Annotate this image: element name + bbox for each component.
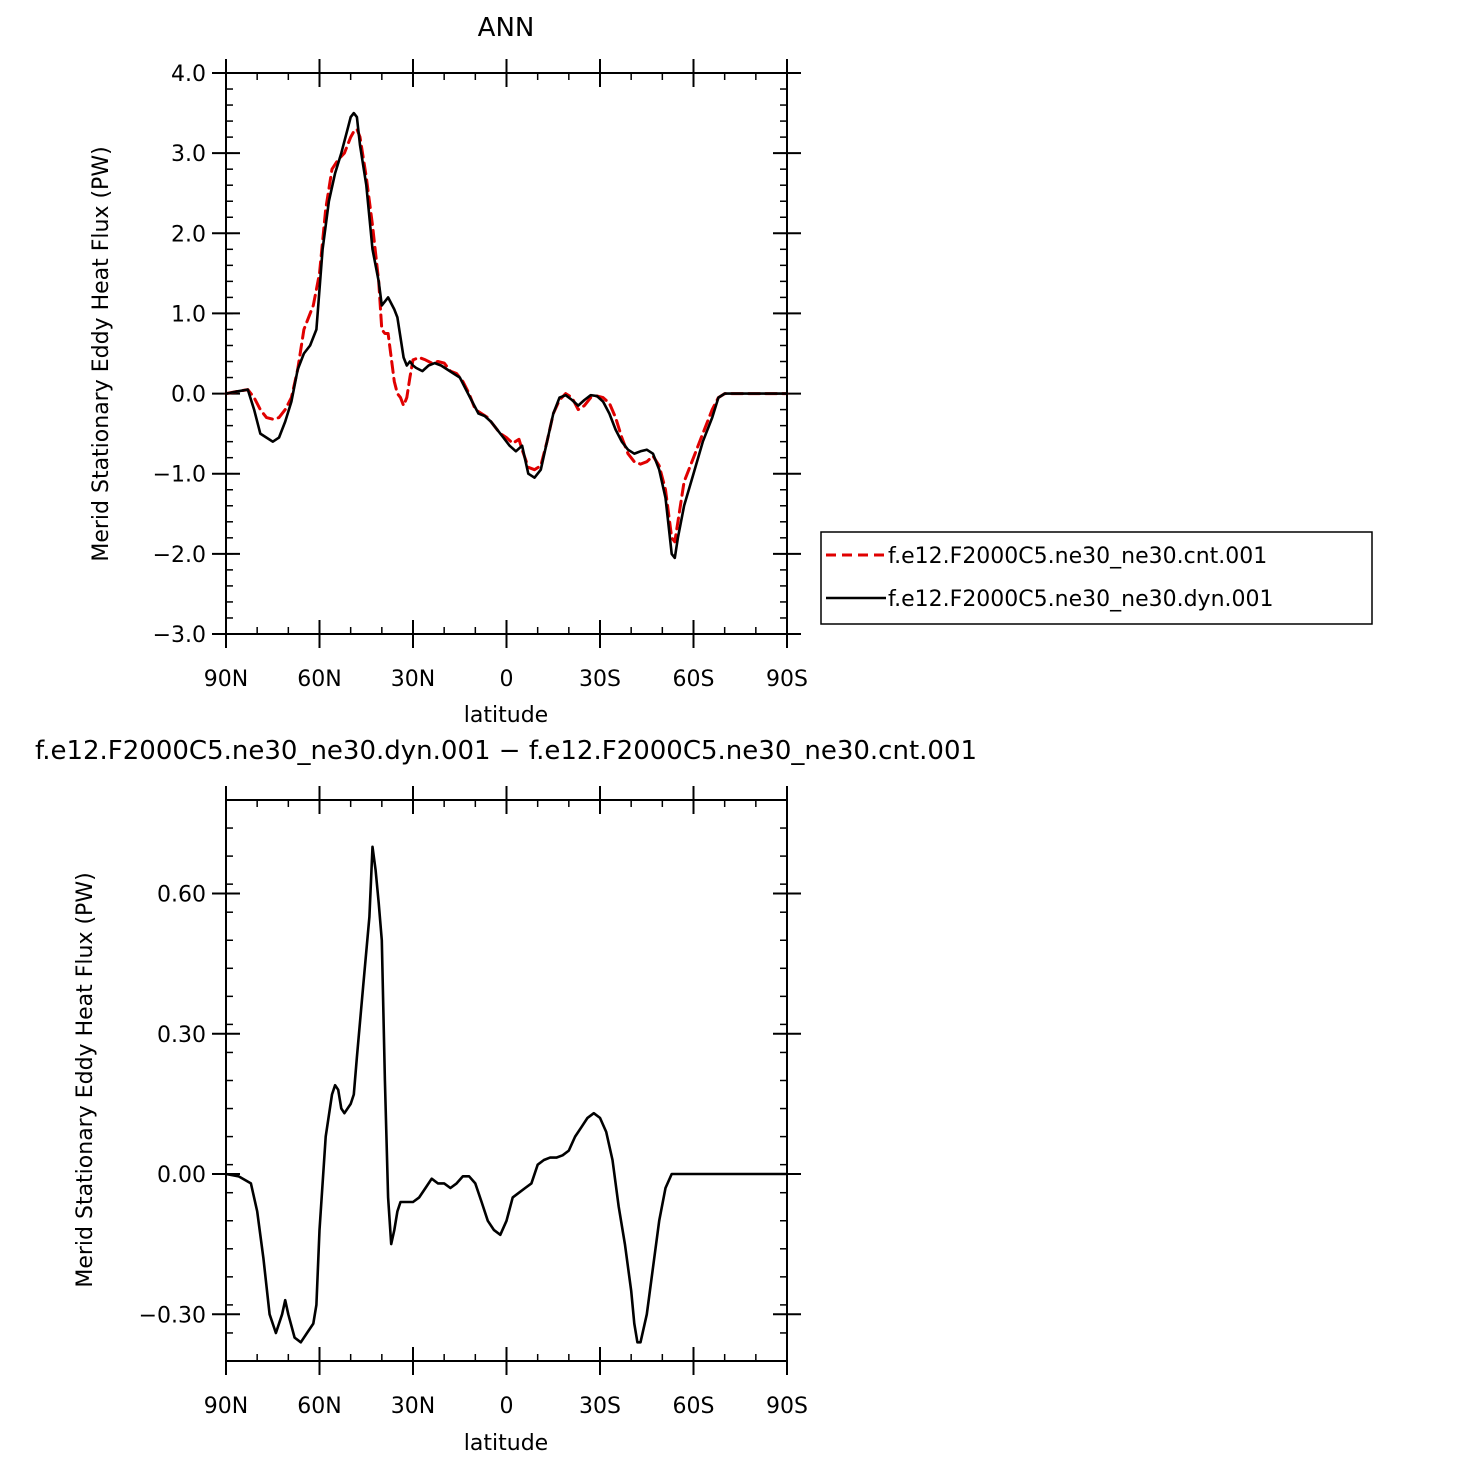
- bottom-y-axis-label: Merid Stationary Eddy Heat Flux (PW): [73, 872, 98, 1287]
- bottom-y-tick-label: 0.60: [157, 883, 206, 908]
- bottom-x-tick-label: 90N: [204, 1394, 248, 1419]
- top-y-tick-label: 2.0: [171, 222, 206, 247]
- legend-label-cnt: f.e12.F2000C5.ne30_ne30.cnt.001: [888, 544, 1267, 569]
- top-x-tick-label: 60S: [673, 667, 715, 692]
- bottom-axes: 90N 60N 30N 0 30S 60S 90S −0.30 0.00 0.30 0.60: [139, 786, 808, 1419]
- legend-label-dyn: f.e12.F2000C5.ne30_ne30.dyn.001: [888, 587, 1274, 612]
- bottom-x-tick-label: 0: [500, 1394, 514, 1419]
- top-y-tick-label: −1.0: [153, 463, 206, 488]
- bottom-chart-title: f.e12.F2000C5.ne30_ne30.dyn.001 − f.e12.…: [35, 736, 977, 766]
- top-series-line-1: [224, 111, 789, 560]
- top-y-tick-label: 3.0: [171, 142, 206, 167]
- bottom-x-tick-label: 60N: [297, 1394, 341, 1419]
- top-y-axis-label: Merid Stationary Eddy Heat Flux (PW): [89, 146, 114, 561]
- bottom-plot-frame: [225, 799, 788, 1362]
- bottom-series-line-0: [224, 845, 789, 1344]
- legend: f.e12.F2000C5.ne30_ne30.cnt.001 f.e12.F2…: [820, 531, 1373, 625]
- bottom-y-tick-label: 0.30: [157, 1023, 206, 1048]
- top-y-tick-label: 4.0: [171, 62, 206, 87]
- top-y-tick-label: 0.0: [171, 383, 206, 408]
- top-y-tick-label: 1.0: [171, 302, 206, 327]
- top-y-tick-label: −3.0: [153, 623, 206, 648]
- top-x-tick-label: 60N: [297, 667, 341, 692]
- top-x-tick-label: 0: [500, 667, 514, 692]
- top-series-line-0: [224, 127, 789, 544]
- bottom-x-axis-label: latitude: [464, 1431, 548, 1456]
- top-x-axis-label: latitude: [464, 703, 548, 728]
- top-chart-title: ANN: [478, 13, 535, 43]
- bottom-x-tick-label: 60S: [673, 1394, 715, 1419]
- bottom-panel: f.e12.F2000C5.ne30_ne30.dyn.001 − f.e12.…: [35, 736, 977, 1456]
- bottom-x-tick-label: 30S: [579, 1394, 621, 1419]
- top-x-tick-label: 30N: [391, 667, 435, 692]
- bottom-x-tick-label: 30N: [391, 1394, 435, 1419]
- top-axes: 90N 60N 30N 0 30S 60S 90S −3.0 −2.0 −1.0 0.0 1.0 2.0…: [153, 59, 808, 692]
- bottom-y-tick-label: −0.30: [139, 1303, 206, 1328]
- legend-box: [820, 531, 1373, 625]
- bottom-y-tick-label: 0.00: [157, 1163, 206, 1188]
- top-panel: ANN 90N 60N 30N 0 30S 60S 90S −3.0 −2.0 −1.0 0.0 1.…: [89, 13, 808, 728]
- bottom-series-lines: [224, 845, 789, 1344]
- top-x-tick-label: 30S: [579, 667, 621, 692]
- top-x-tick-label: 90N: [204, 667, 248, 692]
- top-series-lines: [224, 111, 789, 560]
- top-y-tick-label: −2.0: [153, 543, 206, 568]
- top-x-tick-label: 90S: [766, 667, 808, 692]
- top-plot-frame: [225, 72, 788, 635]
- bottom-x-tick-label: 90S: [766, 1394, 808, 1419]
